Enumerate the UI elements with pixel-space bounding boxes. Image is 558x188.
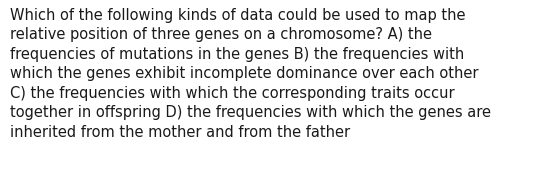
- Text: Which of the following kinds of data could be used to map the
relative position : Which of the following kinds of data cou…: [10, 8, 491, 140]
